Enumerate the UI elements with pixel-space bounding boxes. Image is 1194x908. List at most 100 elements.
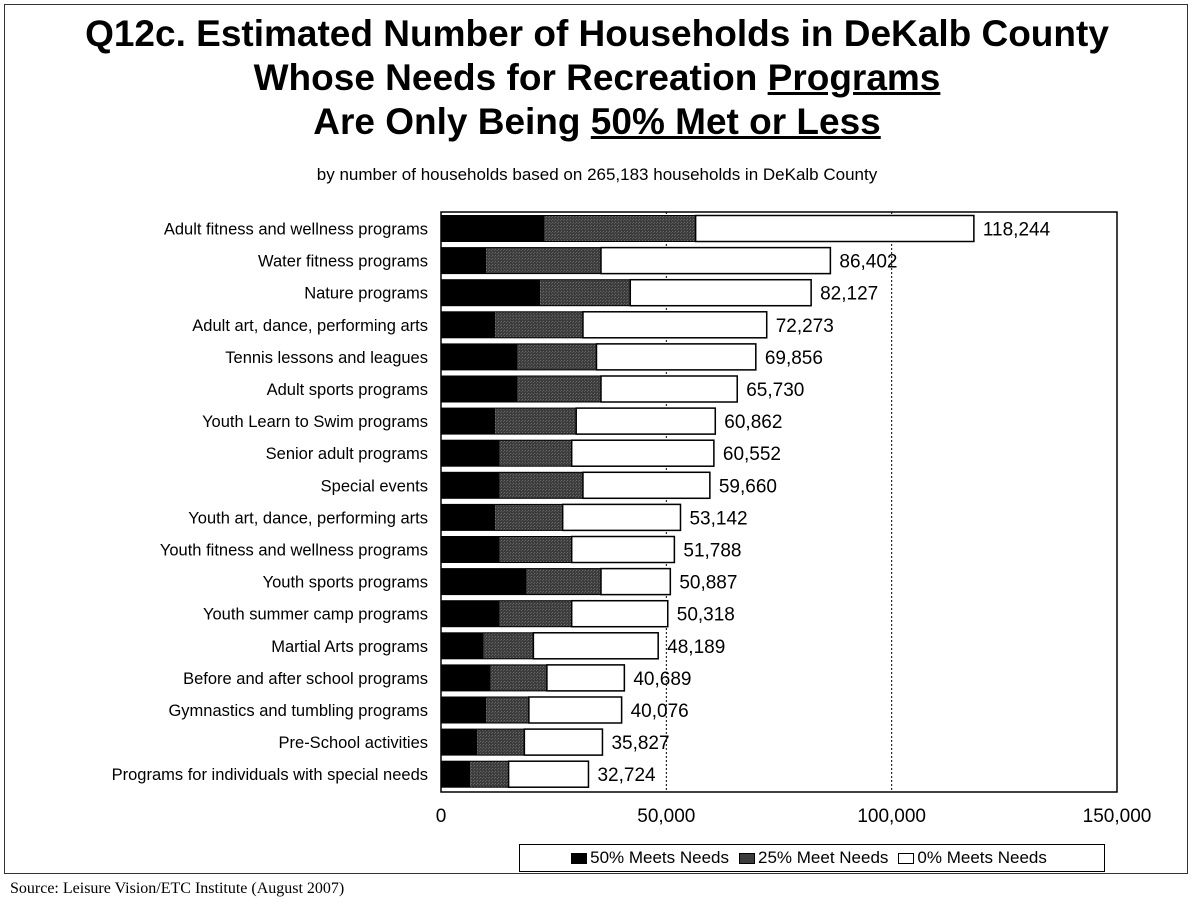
bar-segment-25 — [526, 568, 601, 595]
bar-group — [440, 696, 623, 724]
legend-item-25: 25% Meet Needs — [739, 848, 888, 868]
bar-segment-25 — [517, 376, 601, 402]
value-label: 59,660 — [719, 476, 777, 497]
value-label: 50,318 — [677, 605, 735, 626]
category-label: Adult sports programs — [267, 381, 428, 399]
bar-outline — [440, 760, 589, 788]
bar-segment-25 — [499, 536, 572, 563]
category-label: Youth Learn to Swim programs — [202, 413, 428, 431]
bar-segment-0 — [595, 343, 757, 371]
bar-outline — [440, 215, 975, 242]
bar-segment-0 — [575, 407, 717, 435]
category-label: Before and after school programs — [183, 670, 428, 688]
category-label: Special events — [321, 477, 428, 495]
bar-group — [440, 599, 669, 628]
title-line-3: Are Only Being 50% Met or Less — [0, 100, 1194, 144]
bar-segment-25 — [477, 729, 525, 756]
legend-item-50: 50% Meets Needs — [571, 848, 729, 868]
bar-group — [440, 343, 757, 371]
bar-segment-0 — [600, 567, 672, 596]
bar-segment-25 — [486, 247, 601, 274]
bar-group — [440, 728, 604, 756]
bar-outline — [440, 536, 675, 563]
bar-segment-50 — [441, 568, 527, 595]
bar-segment-50 — [441, 279, 541, 306]
bar-segment-50 — [441, 632, 484, 659]
category-label: Senior adult programs — [266, 445, 428, 463]
bar-outline — [440, 632, 659, 660]
plot-area — [440, 211, 1118, 793]
value-label: 40,076 — [631, 701, 689, 722]
category-label: Pre-School activities — [279, 734, 428, 752]
bar-segment-50 — [441, 664, 491, 691]
bar-segment-0 — [600, 375, 738, 403]
legend-swatch-50 — [571, 852, 588, 864]
bar-segment-0 — [570, 439, 715, 467]
legend-swatch-25 — [739, 852, 756, 864]
category-label: Adult fitness and wellness programs — [164, 221, 428, 239]
bar-segment-25 — [470, 761, 509, 788]
x-tick-label: 50,000 — [637, 806, 695, 827]
legend: 50% Meets Needs 25% Meet Needs 0% Meets … — [519, 844, 1105, 872]
category-label: Youth art, dance, performing arts — [188, 509, 428, 527]
x-tick-label: 100,000 — [857, 806, 926, 827]
title-line-2: Whose Needs for Recreation Programs — [0, 56, 1194, 100]
bar-segment-0 — [570, 599, 669, 628]
bar-segment-25 — [483, 632, 534, 659]
legend-label-25: 25% Meet Needs — [758, 848, 889, 867]
bar-outline — [440, 600, 669, 628]
bar-segment-25 — [544, 215, 696, 242]
value-label: 60,862 — [724, 412, 782, 433]
category-label: Youth summer camp programs — [203, 606, 428, 624]
bar-segment-0 — [600, 246, 832, 275]
bar-segment-50 — [441, 697, 487, 723]
bar-outline — [440, 471, 711, 499]
category-label: Adult art, dance, performing arts — [192, 317, 428, 335]
bar-group — [440, 214, 975, 243]
bar-segment-50 — [441, 247, 487, 274]
bar-segment-50 — [441, 376, 518, 402]
bar-outline — [440, 279, 812, 307]
value-label: 35,827 — [611, 733, 669, 754]
bar-segment-50 — [441, 600, 500, 627]
bar-segment-25 — [499, 472, 583, 499]
title-line-3-underlined: 50% Met or Less — [590, 101, 881, 142]
bar-segment-25 — [495, 311, 583, 338]
category-label: Gymnastics and tumbling programs — [168, 702, 428, 720]
bar-outline — [440, 728, 603, 756]
value-label: 82,127 — [820, 284, 878, 305]
value-label: 60,552 — [723, 444, 781, 465]
x-tick-label: 0 — [436, 806, 447, 827]
bar-group — [440, 664, 626, 692]
bar-segment-0 — [582, 311, 768, 339]
value-label: 53,142 — [689, 508, 747, 529]
bar-segment-0 — [561, 503, 682, 532]
value-label: 50,887 — [679, 573, 737, 594]
title-line-3-text: Are Only Being — [313, 101, 591, 142]
category-label: Martial Arts programs — [271, 638, 428, 656]
value-label: 51,788 — [683, 541, 741, 562]
bar-segment-50 — [441, 761, 471, 788]
bar-group — [440, 632, 659, 660]
legend-label-0: 0% Meets Needs — [917, 848, 1047, 867]
bar-group — [440, 311, 768, 339]
bar-outline — [440, 439, 715, 467]
bar-group — [440, 407, 717, 435]
bar-group — [440, 471, 711, 500]
bar-segment-50 — [441, 536, 500, 563]
category-label: Water fitness programs — [258, 253, 428, 271]
bar-group — [440, 503, 682, 532]
bar-segment-50 — [441, 408, 496, 435]
chart-subtitle: by number of households based on 265,183… — [316, 165, 878, 184]
title-line-1: Q12c. Estimated Number of Households in … — [85, 13, 1109, 54]
chart-frame — [4, 4, 1188, 874]
bar-segment-0 — [546, 664, 626, 692]
value-label: 40,689 — [633, 669, 691, 690]
bar-segment-25 — [495, 408, 577, 435]
bar-segment-0 — [528, 696, 623, 724]
bar-segment-25 — [540, 279, 631, 306]
bar-segment-50 — [441, 504, 496, 531]
bar-group — [440, 246, 832, 275]
bar-segment-25 — [499, 440, 572, 467]
